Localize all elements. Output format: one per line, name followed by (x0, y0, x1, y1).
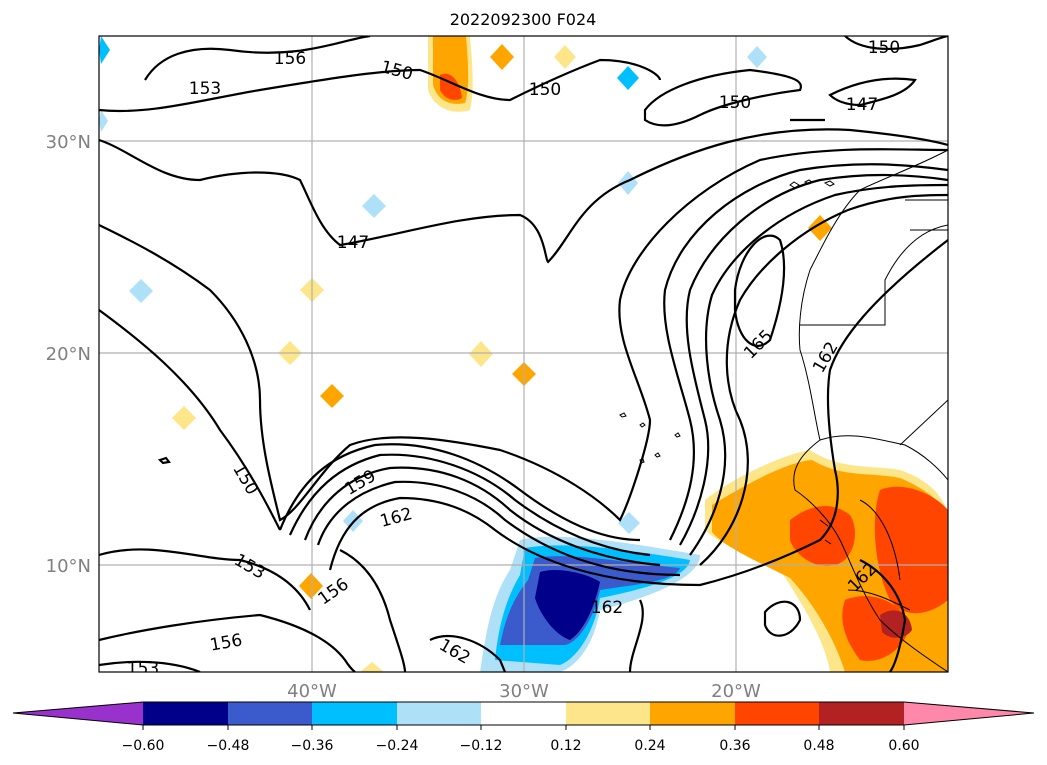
longitude-labels: 40°W 30°W 20°W (287, 681, 761, 702)
contour-label: 147 (337, 233, 369, 253)
lat-label-20n: 20°N (46, 344, 91, 365)
spot-pos-9 (172, 406, 196, 430)
contour-label: 150 (529, 80, 561, 100)
anomaly-fills (99, 36, 948, 672)
spot-pos-1 (490, 44, 514, 70)
spot-pos-8 (320, 384, 344, 408)
colorbar-segment (819, 702, 904, 725)
spot-neg-3 (618, 171, 638, 195)
colorbar-tick-label: −0.36 (291, 738, 334, 754)
colorbar-tick-label: 0.60 (888, 738, 919, 754)
colorbar-segment (650, 702, 735, 725)
lat-label-30n: 30°N (46, 132, 91, 153)
contour-label: 147 (846, 95, 878, 115)
colorbar-segment (566, 702, 650, 725)
contour-label: 150 (719, 93, 751, 113)
positive-anomaly-inner-2 (874, 486, 948, 614)
lon-label-20w: 20°W (711, 681, 761, 702)
contour-label: 156 (274, 49, 306, 69)
coastlines (619, 149, 948, 672)
colorbar-tick-label: −0.48 (207, 738, 250, 754)
colorbar-tick-label: −0.60 (122, 738, 165, 754)
lon-label-40w: 40°W (287, 681, 337, 702)
colorbar-extend-low (13, 702, 143, 725)
negative-anomaly-core (535, 570, 600, 640)
contour-label: 162 (591, 598, 623, 618)
map-title: 2022092300 F024 (450, 10, 597, 29)
contour-label: 153 (189, 79, 221, 99)
contour-label: 153 (127, 659, 159, 679)
spot-neg-4 (362, 194, 386, 218)
colorbar-segment (312, 702, 397, 725)
spot-pos-2 (554, 45, 576, 69)
latitude-labels: 30°N 20°N 10°N (46, 132, 91, 577)
colorbar-segment (735, 702, 819, 725)
map-gridlines (99, 36, 948, 672)
spot-pos-11 (360, 662, 384, 672)
map-area: 156 153 150 150 150 150 147 147 165 162 … (98, 35, 949, 679)
spot-neg-7 (618, 512, 640, 534)
colorbar-tick-label: 0.12 (550, 738, 581, 754)
colorbar-tick-label: −0.24 (376, 738, 419, 754)
lon-label-30w: 30°W (499, 681, 549, 702)
spot-neg-1 (617, 66, 639, 90)
colorbar: −0.60 −0.48 −0.36 −0.24 −0.12 0.12 0.24 … (12, 701, 1035, 754)
spot-neg-8 (99, 36, 110, 64)
contour-label: 150 (868, 38, 900, 58)
spot-pos-10 (299, 573, 323, 599)
spot-neg-2 (747, 46, 767, 68)
spot-neg-5 (129, 279, 153, 303)
colorbar-extend-high (904, 702, 1034, 725)
colorbar-segment (143, 702, 228, 725)
map-frame (98, 35, 949, 673)
colorbar-segment (228, 702, 312, 725)
colorbar-tick-label: −0.12 (460, 738, 503, 754)
spot-neg-9 (99, 110, 108, 132)
colorbar-segment (397, 702, 481, 725)
colorbar-segment (481, 702, 566, 725)
colorbar-tick-label: 0.36 (719, 738, 750, 754)
spot-pos-6 (469, 341, 493, 367)
colorbar-tick-label: 0.24 (634, 738, 665, 754)
colorbar-tick-label: 0.48 (803, 738, 834, 754)
height-contours (99, 36, 948, 672)
lat-label-10n: 10°N (46, 556, 91, 577)
